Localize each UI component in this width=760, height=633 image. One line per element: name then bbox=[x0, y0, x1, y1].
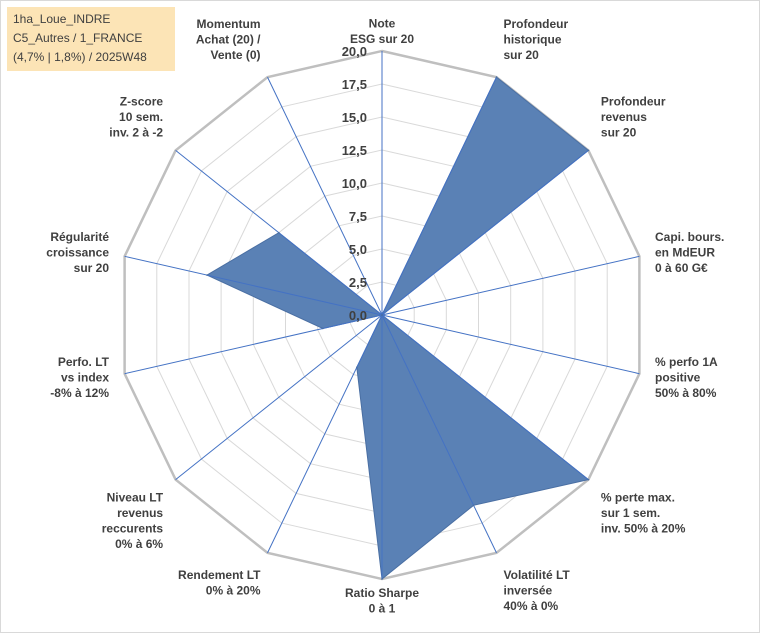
axis-label: Z-score bbox=[120, 95, 164, 109]
axis-spoke-10 bbox=[175, 314, 383, 480]
data-point-13 bbox=[278, 231, 280, 234]
axis-label: Rendement LT bbox=[178, 568, 261, 582]
tick-label: 0,0 bbox=[349, 308, 367, 323]
info-line-3: (4,7% | 1,8%) / 2025W48 bbox=[13, 50, 147, 64]
tick-label: 2,5 bbox=[349, 275, 367, 290]
info-line-2: C5_Autres / 1_FRANCE bbox=[13, 31, 143, 45]
axis-label: Régularité bbox=[50, 230, 109, 244]
axis-spoke-3 bbox=[381, 150, 589, 316]
axis-label: croissance bbox=[46, 246, 109, 260]
axis-label: Niveau LT bbox=[107, 490, 164, 504]
tick-label: 12,5 bbox=[342, 143, 367, 158]
axis-label: vs index bbox=[61, 370, 109, 384]
axis-label: % perfo 1A bbox=[655, 355, 718, 369]
axis-spoke-6 bbox=[381, 314, 589, 480]
axis-spoke-11 bbox=[124, 314, 383, 375]
axis-spoke-2 bbox=[381, 76, 497, 316]
axis-label: Note bbox=[369, 17, 396, 31]
axis-spoke-7 bbox=[381, 314, 497, 554]
axis-label: sur 20 bbox=[74, 261, 110, 275]
axis-label: ESG sur 20 bbox=[350, 32, 414, 46]
axis-label: inv. 50% à 20% bbox=[601, 521, 686, 535]
axis-label: 50% à 80% bbox=[655, 386, 717, 400]
info-box: 1ha_Loue_INDRE C5_Autres / 1_FRANCE (4,7… bbox=[7, 7, 175, 71]
data-point-14 bbox=[381, 314, 383, 316]
data-point-6 bbox=[587, 478, 590, 481]
axis-label: 10 sem. bbox=[119, 110, 163, 124]
axis-label: 40% à 0% bbox=[504, 599, 559, 613]
axis-label: sur 20 bbox=[601, 126, 637, 140]
axis-label: positive bbox=[655, 370, 701, 384]
axis-label: Perfo. LT bbox=[58, 355, 110, 369]
axis-spoke-5 bbox=[381, 314, 640, 375]
axis-label: revenus bbox=[601, 110, 647, 124]
axis-label: historique bbox=[504, 33, 562, 47]
axis-label: Vente (0) bbox=[210, 48, 260, 62]
axis-label: 0% à 6% bbox=[115, 537, 163, 551]
data-point-3 bbox=[587, 149, 590, 152]
tick-label: 7,5 bbox=[349, 209, 367, 224]
axis-label: Profondeur bbox=[504, 17, 569, 31]
tick-label: 15,0 bbox=[342, 110, 367, 125]
axis-label: Profondeur bbox=[601, 95, 666, 109]
tick-label: 17,5 bbox=[342, 77, 367, 92]
data-point-12 bbox=[206, 274, 208, 276]
axis-label: sur 20 bbox=[504, 48, 540, 62]
tick-label: 20,0 bbox=[342, 44, 367, 59]
axis-label: inversée bbox=[504, 584, 553, 598]
axis-label: -8% à 12% bbox=[50, 386, 109, 400]
axis-label: 0 à 60 G€ bbox=[655, 261, 708, 275]
data-point-8 bbox=[381, 578, 383, 580]
axis-label: reccurents bbox=[102, 521, 164, 535]
axis-label: inv. 2 à -2 bbox=[109, 126, 163, 140]
axis-label: revenus bbox=[117, 506, 163, 520]
data-point-9 bbox=[356, 366, 358, 369]
axis-label: 0% à 20% bbox=[206, 584, 261, 598]
axis-spoke-12 bbox=[124, 255, 383, 316]
axis-label: Capi. bours. bbox=[655, 230, 724, 244]
axis-label: Achat (20) / bbox=[196, 33, 261, 47]
data-point-7 bbox=[472, 504, 475, 507]
axis-spoke-9 bbox=[267, 314, 383, 554]
axis-label: Ratio Sharpe bbox=[345, 586, 419, 600]
info-line-1: 1ha_Loue_INDRE bbox=[13, 12, 111, 26]
axis-label: 0 à 1 bbox=[369, 602, 396, 616]
axis-label: en MdEUR bbox=[655, 246, 715, 260]
axis-label: Volatilité LT bbox=[504, 568, 571, 582]
data-point-11 bbox=[322, 327, 324, 330]
axis-label: % perte max. bbox=[601, 490, 675, 504]
axis-label: sur 1 sem. bbox=[601, 506, 660, 520]
axis-label: Momentum bbox=[197, 17, 261, 31]
data-point-2 bbox=[495, 76, 498, 78]
axis-spoke-14 bbox=[267, 76, 383, 316]
axis-spoke-4 bbox=[381, 255, 640, 316]
tick-label: 10,0 bbox=[342, 176, 367, 191]
tick-label: 5,0 bbox=[349, 242, 367, 257]
